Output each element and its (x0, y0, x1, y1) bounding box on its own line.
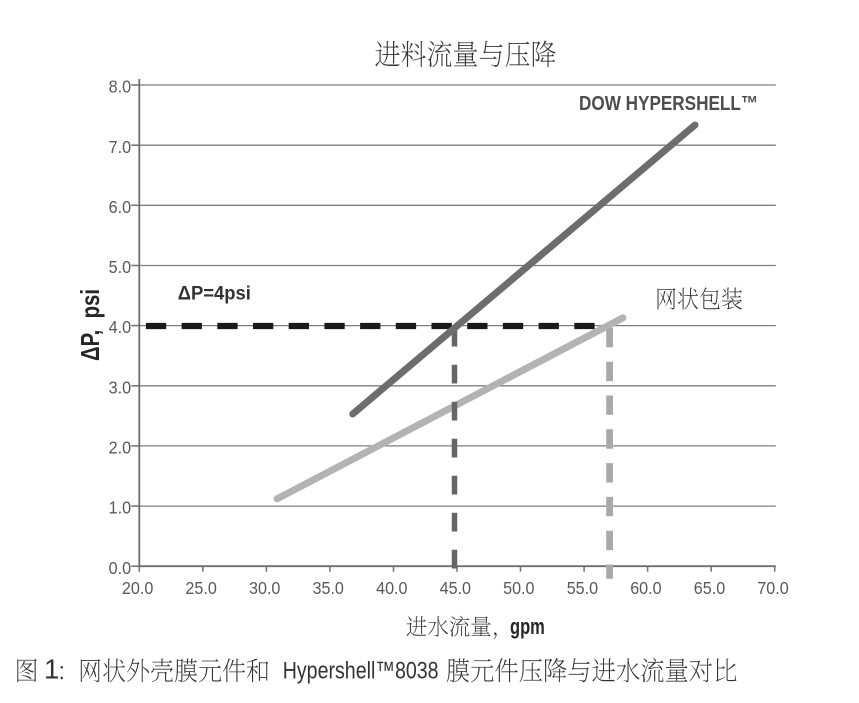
svg-text:1.0: 1.0 (109, 498, 132, 518)
svg-text:35.0: 35.0 (313, 578, 345, 598)
svg-text:50.0: 50.0 (503, 578, 535, 598)
svg-text:gpm: gpm (510, 614, 545, 639)
svg-text:65.0: 65.0 (694, 578, 726, 598)
svg-text:DOW HYPERSHELL™: DOW HYPERSHELL™ (579, 93, 758, 115)
svg-text:5.0: 5.0 (109, 257, 132, 277)
svg-text:6.0: 6.0 (109, 197, 132, 217)
svg-text:40.0: 40.0 (376, 578, 408, 598)
svg-text:2.0: 2.0 (109, 438, 132, 458)
svg-text:60.0: 60.0 (630, 578, 662, 598)
svg-text:ΔP, psi: ΔP, psi (75, 289, 105, 361)
svg-text:70.0: 70.0 (757, 578, 789, 598)
svg-text:20.0: 20.0 (122, 578, 154, 598)
svg-text:1: 1 (44, 654, 59, 685)
svg-text:45.0: 45.0 (440, 578, 472, 598)
svg-text:4.0: 4.0 (109, 317, 132, 337)
svg-text:25.0: 25.0 (185, 578, 217, 598)
svg-text:3.0: 3.0 (109, 377, 132, 397)
svg-text:7.0: 7.0 (109, 137, 132, 157)
svg-text:55.0: 55.0 (567, 578, 599, 598)
svg-text:ΔP=4psi: ΔP=4psi (178, 283, 251, 304)
svg-text:8.0: 8.0 (109, 77, 132, 97)
svg-text:30.0: 30.0 (249, 578, 281, 598)
svg-text:0.0: 0.0 (109, 558, 132, 578)
svg-text:Hypershell™8038: Hypershell™8038 (283, 658, 439, 685)
